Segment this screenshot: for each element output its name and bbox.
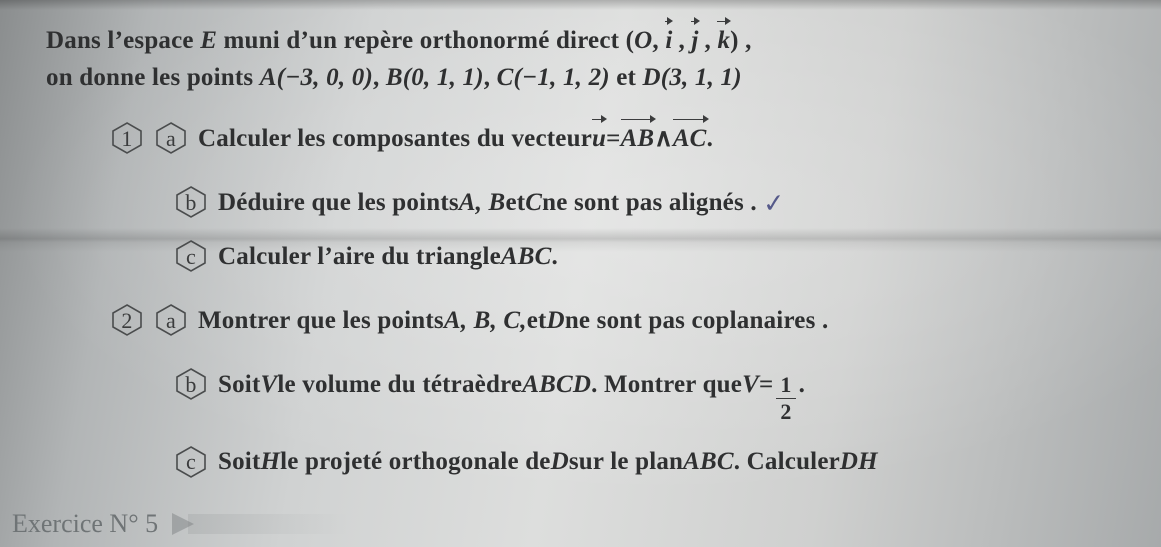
sym-V: V	[742, 369, 759, 400]
text: le projeté orthogonale de	[280, 446, 550, 477]
period: .	[552, 241, 558, 272]
pts: A, B	[459, 187, 506, 218]
text: Calculer l’aire du triangle	[218, 241, 501, 272]
text: . Calculer	[734, 446, 840, 477]
sep: ,	[652, 27, 665, 54]
badge-c: c	[174, 239, 208, 273]
fraction-one-half: 1 2	[776, 374, 795, 423]
q2-c: c Soit H le projeté orthogonale de D sur…	[174, 445, 1119, 479]
pt-D: D(3, 1, 1)	[643, 64, 742, 91]
q1-c: c Calculer l’aire du triangle ABC .	[174, 239, 1119, 273]
vec-AC: AC	[673, 120, 707, 154]
eq: =	[759, 369, 773, 400]
text: muni d’un repère orthonormé direct	[217, 27, 626, 54]
text: Montrer que les points	[198, 305, 444, 336]
tri: ABC	[501, 241, 552, 272]
sym-DH: DH	[840, 446, 878, 477]
vec-k: k	[717, 22, 730, 56]
intro-line-1: Dans l’espace E muni d’un repère orthono…	[46, 22, 1119, 56]
exercise-text: Exercice N° 5	[12, 509, 158, 539]
text: Soit	[218, 446, 260, 477]
eq: =	[606, 123, 620, 154]
pt-C: C(−1, 1, 2)	[497, 64, 610, 91]
pt-B: B(0, 1, 1)	[386, 64, 484, 91]
q1-b: b Déduire que les points A, B et C ne so…	[174, 185, 1119, 219]
badge-b: b	[174, 185, 208, 219]
sym-E: E	[200, 27, 217, 54]
text: Dans l’espace	[46, 27, 200, 54]
badge-a: a	[154, 303, 188, 337]
page-top-shadow	[0, 0, 1161, 10]
vec-AB: AB	[621, 120, 655, 154]
numerator: 1	[776, 374, 795, 396]
period: .	[707, 123, 713, 154]
and: et	[505, 187, 525, 218]
badge-1: 1	[110, 121, 144, 155]
pt-A: A(−3, 0, 0)	[260, 64, 373, 91]
badge-c: c	[174, 445, 208, 479]
vec-u: u	[592, 120, 606, 154]
text: le volume du tétraèdre	[277, 369, 522, 400]
pts: A, B, C,	[444, 305, 527, 336]
vec-j: j	[691, 22, 698, 56]
text: ne sont pas alignés .	[542, 187, 757, 218]
text: sur le plan	[569, 446, 683, 477]
paren-close: ) ,	[730, 27, 751, 54]
tet: ABCD	[522, 369, 591, 400]
checkmark-icon: ✓	[762, 187, 786, 221]
vec-i: i	[665, 22, 672, 56]
sym-V: V	[260, 369, 277, 400]
badge-b: b	[174, 367, 208, 401]
text: ne sont pas coplanaires .	[565, 305, 829, 336]
denominator: 2	[776, 401, 795, 423]
intro-line-2: on donne les points A(−3, 0, 0), B(0, 1,…	[46, 62, 1119, 93]
text: Déduire que les points	[218, 187, 459, 218]
period: .	[799, 369, 805, 400]
pt-D: D	[551, 446, 569, 477]
q1-a: 1 a Calculer les composantes du vecteur …	[110, 120, 1119, 156]
sym-O: O	[634, 27, 652, 54]
q2-b: b Soit V le volume du tétraèdre ABCD . M…	[174, 367, 1119, 422]
badge-a: a	[154, 121, 188, 155]
sep: ,	[678, 27, 691, 54]
plane: ABC	[683, 446, 734, 477]
text: . Montrer que	[591, 369, 742, 400]
worksheet-page: Dans l’espace E muni d’un repère orthono…	[0, 0, 1161, 547]
text: Calculer les composantes du vecteur	[198, 123, 592, 154]
label-bar	[188, 514, 348, 534]
and: et	[527, 305, 547, 336]
and: et	[610, 64, 643, 91]
wedge: ∧	[654, 123, 673, 154]
text: Soit	[218, 369, 260, 400]
pt-C: C	[525, 187, 542, 218]
pt-D: D	[547, 305, 565, 336]
sep: ,	[705, 27, 718, 54]
exercise-label: Exercice N° 5	[12, 509, 348, 539]
sym-H: H	[260, 446, 280, 477]
badge-2: 2	[110, 303, 144, 337]
paren-open: (	[626, 27, 635, 54]
q2-a: 2 a Montrer que les points A, B, C, et D…	[110, 303, 1119, 337]
text: on donne les points	[46, 64, 260, 91]
